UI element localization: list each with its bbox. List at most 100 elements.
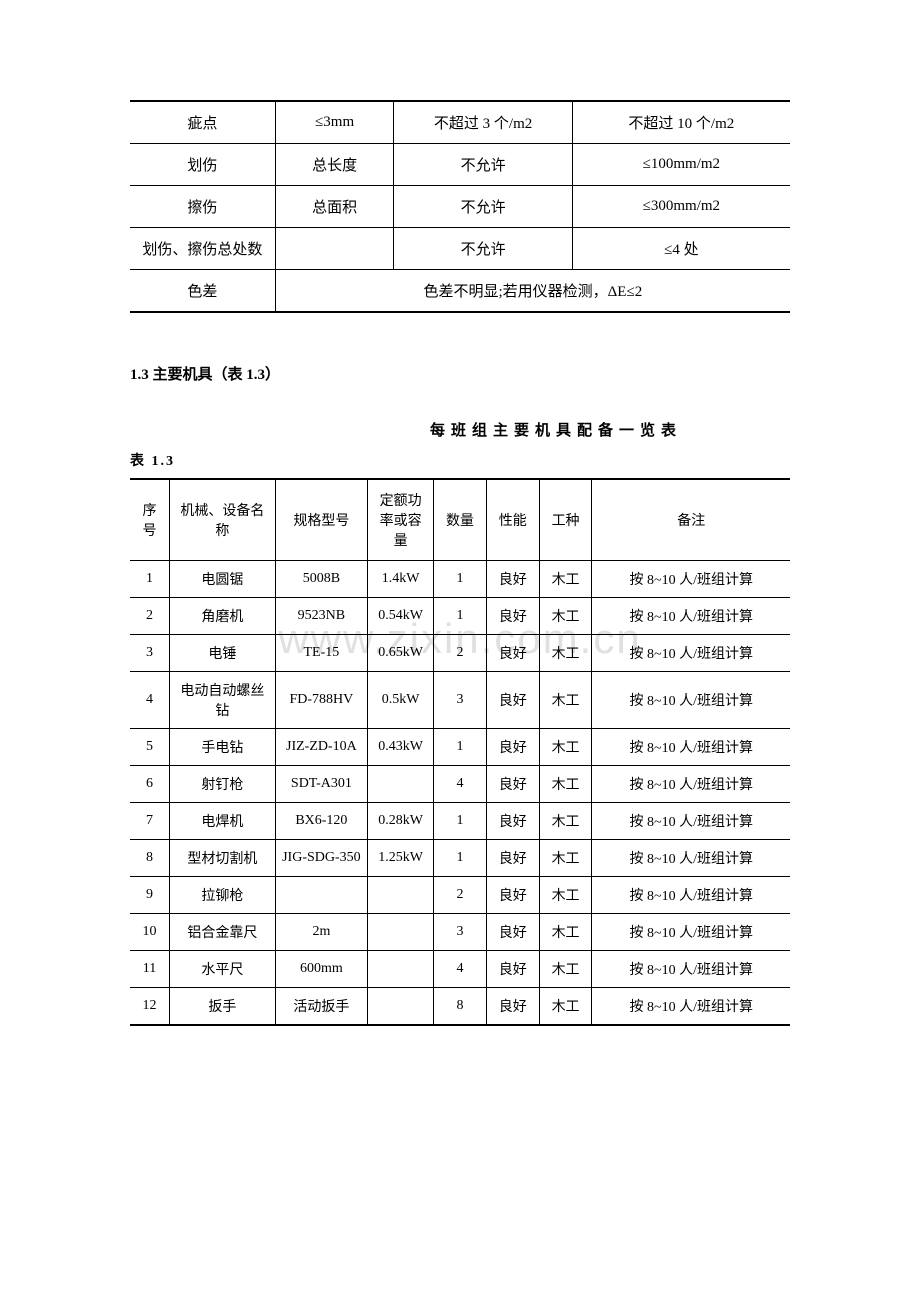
cell-power: 1.4kW xyxy=(368,561,434,598)
cell-seq: 7 xyxy=(130,803,170,840)
cell-type: 木工 xyxy=(539,988,592,1026)
cell-qty: 2 xyxy=(434,877,487,914)
cell-perf: 良好 xyxy=(486,635,539,672)
table-row: 划伤 总长度 不允许 ≤100mm/m2 xyxy=(130,144,790,186)
header-perf: 性能 xyxy=(486,479,539,561)
cell-seq: 5 xyxy=(130,729,170,766)
cell-qty: 4 xyxy=(434,951,487,988)
cell-power: 0.65kW xyxy=(368,635,434,672)
cell-type: 木工 xyxy=(539,672,592,729)
cell: 划伤、擦伤总处数 xyxy=(130,228,275,270)
cell-note: 按 8~10 人/班组计算 xyxy=(592,635,790,672)
cell-name: 铝合金靠尺 xyxy=(170,914,276,951)
cell-name: 角磨机 xyxy=(170,598,276,635)
cell-model: 活动扳手 xyxy=(275,988,367,1026)
cell-name: 射钉枪 xyxy=(170,766,276,803)
cell: ≤100mm/m2 xyxy=(572,144,790,186)
table-row: 9拉铆枪2良好木工按 8~10 人/班组计算 xyxy=(130,877,790,914)
cell-seq: 8 xyxy=(130,840,170,877)
cell-model: JIG-SDG-350 xyxy=(275,840,367,877)
table-row: 2角磨机9523NB0.54kW1良好木工按 8~10 人/班组计算 xyxy=(130,598,790,635)
cell-type: 木工 xyxy=(539,877,592,914)
cell: 不允许 xyxy=(394,228,572,270)
cell-model: JIZ-ZD-10A xyxy=(275,729,367,766)
cell-qty: 1 xyxy=(434,598,487,635)
table-header-row: 序号 机械、设备名称 规格型号 定额功率或容量 数量 性能 工种 备注 xyxy=(130,479,790,561)
cell-perf: 良好 xyxy=(486,951,539,988)
cell-name: 手电钻 xyxy=(170,729,276,766)
cell-seq: 9 xyxy=(130,877,170,914)
cell-power: 0.43kW xyxy=(368,729,434,766)
cell-note: 按 8~10 人/班组计算 xyxy=(592,840,790,877)
table2-label: 表 1.3 xyxy=(130,450,790,470)
table-row: 12扳手活动扳手8良好木工按 8~10 人/班组计算 xyxy=(130,988,790,1026)
cell-power: 0.28kW xyxy=(368,803,434,840)
table1: 疵点 ≤3mm 不超过 3 个/m2 不超过 10 个/m2 划伤 总长度 不允… xyxy=(130,100,790,313)
table-row: 6射钉枪SDT-A3014良好木工按 8~10 人/班组计算 xyxy=(130,766,790,803)
cell-name: 水平尺 xyxy=(170,951,276,988)
cell-note: 按 8~10 人/班组计算 xyxy=(592,561,790,598)
cell: ≤4 处 xyxy=(572,228,790,270)
cell-model: 2m xyxy=(275,914,367,951)
cell: ≤300mm/m2 xyxy=(572,186,790,228)
cell-power xyxy=(368,951,434,988)
header-model: 规格型号 xyxy=(275,479,367,561)
cell-type: 木工 xyxy=(539,729,592,766)
cell xyxy=(275,228,394,270)
cell-perf: 良好 xyxy=(486,988,539,1026)
cell-power: 0.54kW xyxy=(368,598,434,635)
cell: ≤3mm xyxy=(275,101,394,144)
table-row: 11水平尺600mm4良好木工按 8~10 人/班组计算 xyxy=(130,951,790,988)
table-row: 色差 色差不明显;若用仪器检测，ΔE≤2 xyxy=(130,270,790,313)
header-type: 工种 xyxy=(539,479,592,561)
cell-name: 电动自动螺丝钻 xyxy=(170,672,276,729)
cell: 不超过 10 个/m2 xyxy=(572,101,790,144)
cell-name: 电圆锯 xyxy=(170,561,276,598)
table-row: 8型材切割机JIG-SDG-3501.25kW1良好木工按 8~10 人/班组计… xyxy=(130,840,790,877)
header-qty: 数量 xyxy=(434,479,487,561)
cell-model: 9523NB xyxy=(275,598,367,635)
cell-model: 600mm xyxy=(275,951,367,988)
table-row: 5手电钻JIZ-ZD-10A0.43kW1良好木工按 8~10 人/班组计算 xyxy=(130,729,790,766)
cell-name: 电锤 xyxy=(170,635,276,672)
cell-note: 按 8~10 人/班组计算 xyxy=(592,598,790,635)
cell-type: 木工 xyxy=(539,635,592,672)
cell-note: 按 8~10 人/班组计算 xyxy=(592,672,790,729)
cell-perf: 良好 xyxy=(486,803,539,840)
cell-name: 电焊机 xyxy=(170,803,276,840)
table-row: 划伤、擦伤总处数 不允许 ≤4 处 xyxy=(130,228,790,270)
cell-name: 型材切割机 xyxy=(170,840,276,877)
table2: 序号 机械、设备名称 规格型号 定额功率或容量 数量 性能 工种 备注 1 电圆锯… xyxy=(130,478,790,1026)
cell: 划伤 xyxy=(130,144,275,186)
cell-model xyxy=(275,877,367,914)
cell-note: 按 8~10 人/班组计算 xyxy=(592,914,790,951)
header-name: 机械、设备名称 xyxy=(170,479,276,561)
cell-seq: 2 xyxy=(130,598,170,635)
cell: 色差不明显;若用仪器检测，ΔE≤2 xyxy=(275,270,790,313)
header-power: 定额功率或容量 xyxy=(368,479,434,561)
cell: 不允许 xyxy=(394,144,572,186)
cell-perf: 良好 xyxy=(486,672,539,729)
cell-type: 木工 xyxy=(539,951,592,988)
cell-perf: 良好 xyxy=(486,766,539,803)
cell-power: 0.5kW xyxy=(368,672,434,729)
cell-power xyxy=(368,988,434,1026)
cell-perf: 良好 xyxy=(486,914,539,951)
cell-qty: 2 xyxy=(434,635,487,672)
cell-qty: 1 xyxy=(434,803,487,840)
cell-seq: 4 xyxy=(130,672,170,729)
cell-seq: 10 xyxy=(130,914,170,951)
cell: 不超过 3 个/m2 xyxy=(394,101,572,144)
cell: 不允许 xyxy=(394,186,572,228)
cell-perf: 良好 xyxy=(486,877,539,914)
cell-note: 按 8~10 人/班组计算 xyxy=(592,988,790,1026)
cell-seq: 6 xyxy=(130,766,170,803)
cell-power xyxy=(368,877,434,914)
cell: 擦伤 xyxy=(130,186,275,228)
cell-qty: 1 xyxy=(434,729,487,766)
header-seq: 序号 xyxy=(130,479,170,561)
cell-qty: 3 xyxy=(434,672,487,729)
cell-type: 木工 xyxy=(539,803,592,840)
cell-type: 木工 xyxy=(539,598,592,635)
cell: 疵点 xyxy=(130,101,275,144)
